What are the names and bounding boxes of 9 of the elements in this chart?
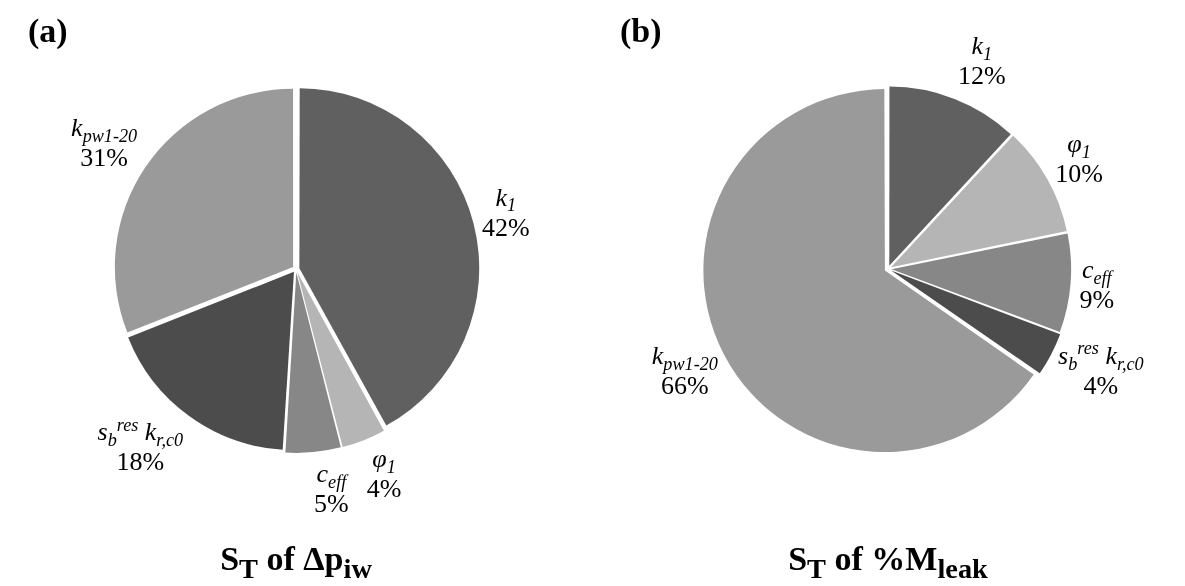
text: S$_{T}$ of Δp$_{iw}$ — [219, 540, 373, 585]
text: (b) — [620, 12, 662, 50]
text: (a) — [28, 12, 68, 50]
data-label: 4% — [366, 474, 402, 504]
data-label: 10% — [1055, 158, 1103, 188]
data-label: 4% — [1083, 370, 1119, 400]
text: S$_{T}$ of %M$_{leak}$ — [787, 540, 989, 585]
data-label: 42% — [481, 212, 530, 242]
data-label: 12% — [958, 61, 1006, 91]
